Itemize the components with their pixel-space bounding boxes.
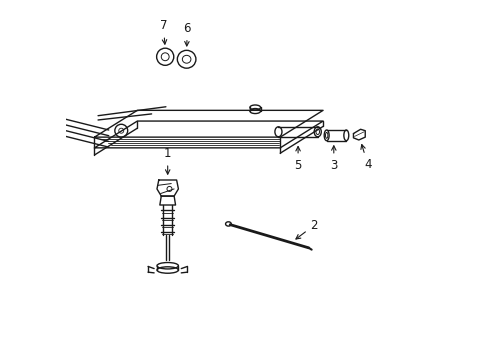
Text: 3: 3 — [329, 146, 337, 172]
Text: 7: 7 — [160, 19, 167, 44]
Text: 2: 2 — [295, 219, 317, 239]
Text: 5: 5 — [294, 147, 301, 172]
Text: 6: 6 — [183, 22, 191, 46]
Text: 4: 4 — [360, 145, 371, 171]
Text: 1: 1 — [163, 147, 171, 174]
